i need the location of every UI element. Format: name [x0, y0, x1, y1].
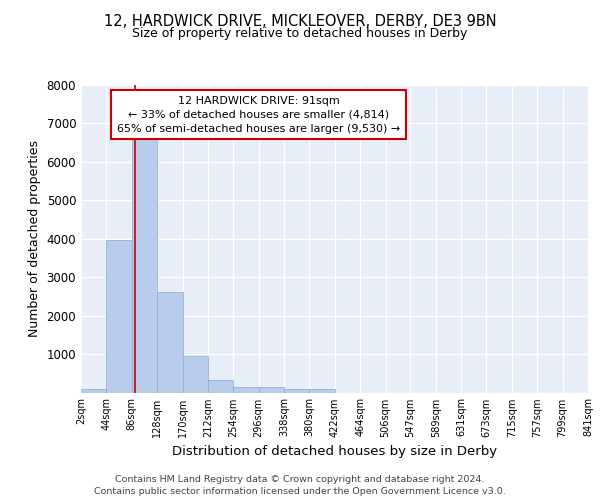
Text: Size of property relative to detached houses in Derby: Size of property relative to detached ho… — [133, 28, 467, 40]
Bar — [310, 390, 335, 392]
Bar — [233, 387, 259, 392]
Text: 12 HARDWICK DRIVE: 91sqm
← 33% of detached houses are smaller (4,814)
65% of sem: 12 HARDWICK DRIVE: 91sqm ← 33% of detach… — [117, 96, 400, 134]
Text: Contains HM Land Registry data © Crown copyright and database right 2024.
Contai: Contains HM Land Registry data © Crown c… — [94, 474, 506, 496]
Bar — [259, 388, 284, 392]
Bar — [157, 292, 182, 392]
Bar — [208, 380, 233, 392]
Bar — [81, 390, 106, 392]
Bar — [106, 240, 132, 392]
X-axis label: Distribution of detached houses by size in Derby: Distribution of detached houses by size … — [172, 445, 497, 458]
Bar — [182, 356, 208, 393]
Text: 12, HARDWICK DRIVE, MICKLEOVER, DERBY, DE3 9BN: 12, HARDWICK DRIVE, MICKLEOVER, DERBY, D… — [104, 14, 496, 29]
Bar — [132, 139, 157, 392]
Bar — [284, 390, 310, 392]
Y-axis label: Number of detached properties: Number of detached properties — [28, 140, 41, 337]
